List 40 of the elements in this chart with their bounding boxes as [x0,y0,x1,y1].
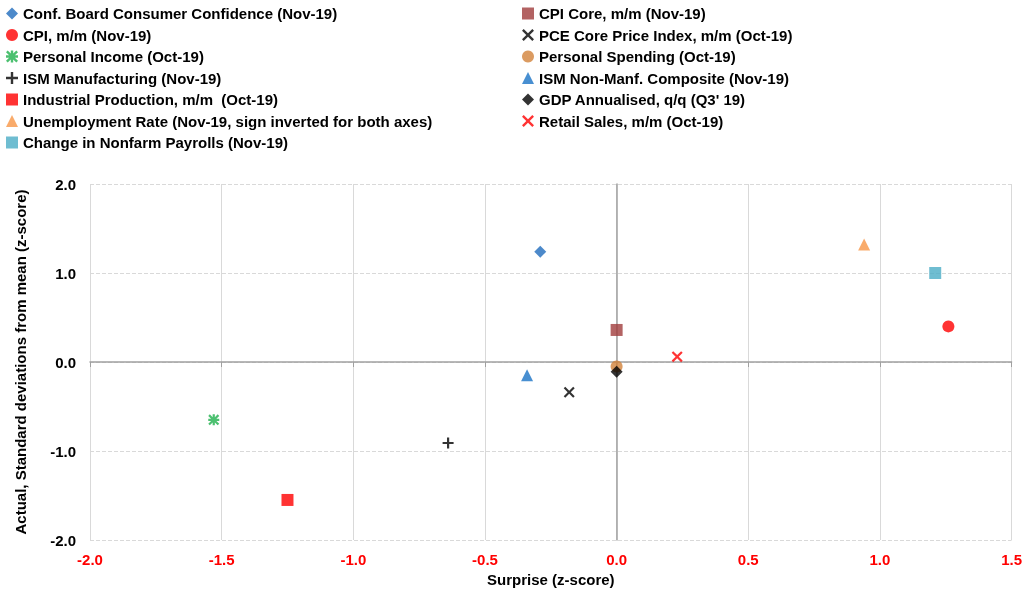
point [208,414,220,426]
point [281,493,294,506]
y-tick-label: 0.0 [55,353,76,371]
y-tick-label: -1.0 [50,442,76,460]
legend-label: PCE Core Price Index, m/m (Oct-19) [539,26,793,44]
legend-label: CPI Core, m/m (Nov-19) [539,5,706,22]
legend-label: Personal Spending (Oct-19) [539,48,736,65]
legend-label: Industrial Production, m/m (Oct-19) [23,91,279,108]
point [442,437,454,449]
x-tick-label: -2.0 [77,551,103,568]
legend-label: CPI, m/m (Nov-19) [23,26,152,44]
x-tick-label: -0.5 [472,551,498,568]
x-axis-title: Surprise (z-score) [487,571,615,588]
legend-label: Conf. Board Consumer Confidence (Nov-19) [23,5,338,22]
legend-label: Personal Income (Oct-19) [23,48,204,65]
point [671,351,683,363]
point [563,386,575,398]
x-tick-label: 1.0 [869,551,891,568]
y-tick-label: -2.0 [50,531,76,549]
point [942,320,955,333]
legend-label: ISM Non-Manf. Composite (Nov-19) [539,69,789,87]
point [521,369,534,382]
point [610,323,623,336]
legend-label: Unemployment Rate (Nov-19, sign inverted for both axes) [23,112,433,130]
y-tick-label: 1.0 [55,264,76,282]
legend-label: ISM Manufacturing (Nov-19) [23,69,222,87]
point [858,238,871,251]
point [534,245,547,258]
point [929,267,942,279]
x-tick-label: 1.5 [1001,551,1022,568]
x-tick-label: 0.5 [737,551,759,568]
x-tick-label: -1.0 [340,551,367,568]
legend-label: Retail Sales, m/m (Oct-19) [539,112,724,130]
point [610,365,623,378]
x-tick-label: -1.5 [208,551,235,568]
y-axis-title: Actual, Standard deviations from mean (z-score) [12,189,29,535]
legend-label: GDP Annualised, q/q (Q3' 19) [539,91,746,108]
x-tick-label: 0.0 [606,551,628,568]
y-tick-label: 2.0 [55,175,76,193]
legend-label: Change in Nonfarm Payrolls (Nov-19) [23,134,289,151]
